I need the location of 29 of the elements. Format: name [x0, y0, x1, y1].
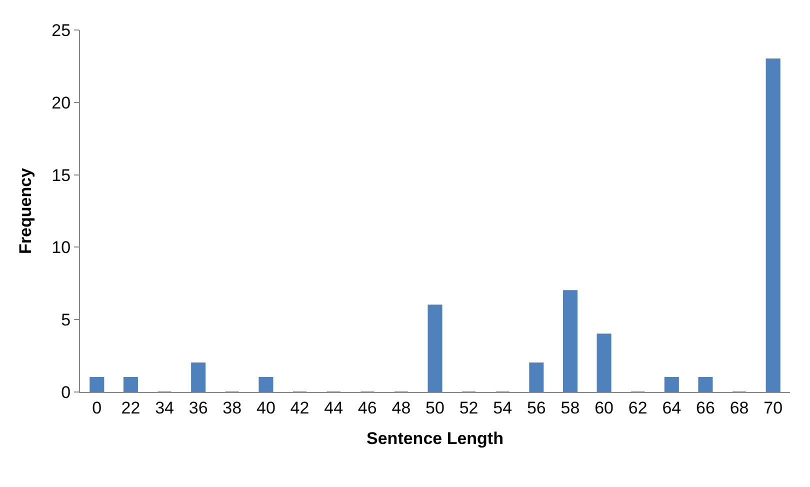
- x-tick-label: 66: [696, 398, 715, 418]
- x-tick-label: 44: [324, 398, 344, 418]
- x-tick-label: 60: [594, 398, 614, 418]
- y-tick-label: 15: [52, 166, 71, 185]
- y-tick-label: 20: [52, 93, 71, 112]
- x-tick-label: 54: [493, 398, 512, 418]
- x-tick-label: 48: [392, 398, 411, 418]
- x-tick-label: 58: [560, 398, 580, 418]
- x-tick-label: 68: [730, 398, 749, 418]
- x-tick-label: 38: [222, 398, 242, 418]
- x-tick-label: 22: [121, 398, 140, 418]
- x-tick-label: 62: [628, 398, 648, 418]
- y-tick-label: 10: [52, 238, 71, 258]
- x-tick-label: 52: [459, 398, 478, 418]
- x-tick-label: 70: [764, 398, 783, 418]
- x-tick-label: 34: [155, 398, 174, 418]
- y-axis-title: Frequency: [16, 167, 36, 254]
- y-tick-label: 0: [61, 382, 71, 402]
- x-tick-label: 36: [188, 398, 208, 418]
- x-tick-label: 56: [526, 398, 546, 418]
- x-tick-label: 40: [256, 398, 276, 418]
- x-tick-label: 0: [92, 398, 102, 418]
- x-axis-title: Sentence Length: [366, 428, 504, 448]
- x-tick-label: 64: [662, 398, 682, 418]
- y-tick-label: 25: [52, 20, 71, 40]
- x-tick-label: 50: [426, 398, 444, 418]
- x-tick-label: 42: [290, 398, 310, 418]
- y-tick-label: 5: [61, 310, 71, 330]
- x-tick-label: 46: [358, 398, 377, 418]
